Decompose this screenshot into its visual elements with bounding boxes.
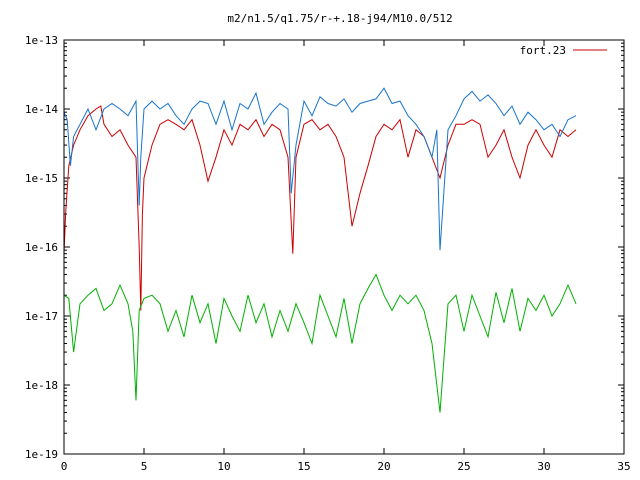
x-tick-label: 30 [537,460,550,473]
y-tick-label: 1e-13 [25,34,58,47]
x-tick-label: 35 [617,460,630,473]
series-line-1 [63,87,577,251]
axis-ticks: 0 5 10 15 20 25 30 35 1e-19 1e-18 1e-17 1e-16 1e-15 1… [25,34,631,473]
y-tick-label: 1e-19 [25,448,58,461]
series-line-0 [63,105,577,311]
x-tick-label: 15 [297,460,310,473]
plot-frame [63,39,625,455]
series-line-2 [63,273,577,413]
legend-label: fort.23 [520,44,566,57]
y-tick-label: 1e-18 [25,379,58,392]
x-tick-label: 5 [141,460,148,473]
x-tick-label: 10 [217,460,230,473]
chart-title: m2/n1.5/q1.75/r-+.18-j94/M10.0/512 [227,12,452,25]
x-tick-label: 20 [377,460,390,473]
legend: fort.23 [520,44,607,57]
x-tick-label: 0 [61,460,68,473]
y-tick-label: 1e-15 [25,172,58,185]
x-tick-label: 25 [457,460,470,473]
series-layer [63,87,577,413]
y-tick-label: 1e-14 [25,103,58,116]
y-tick-label: 1e-16 [25,241,58,254]
y-tick-label: 1e-17 [25,310,58,323]
